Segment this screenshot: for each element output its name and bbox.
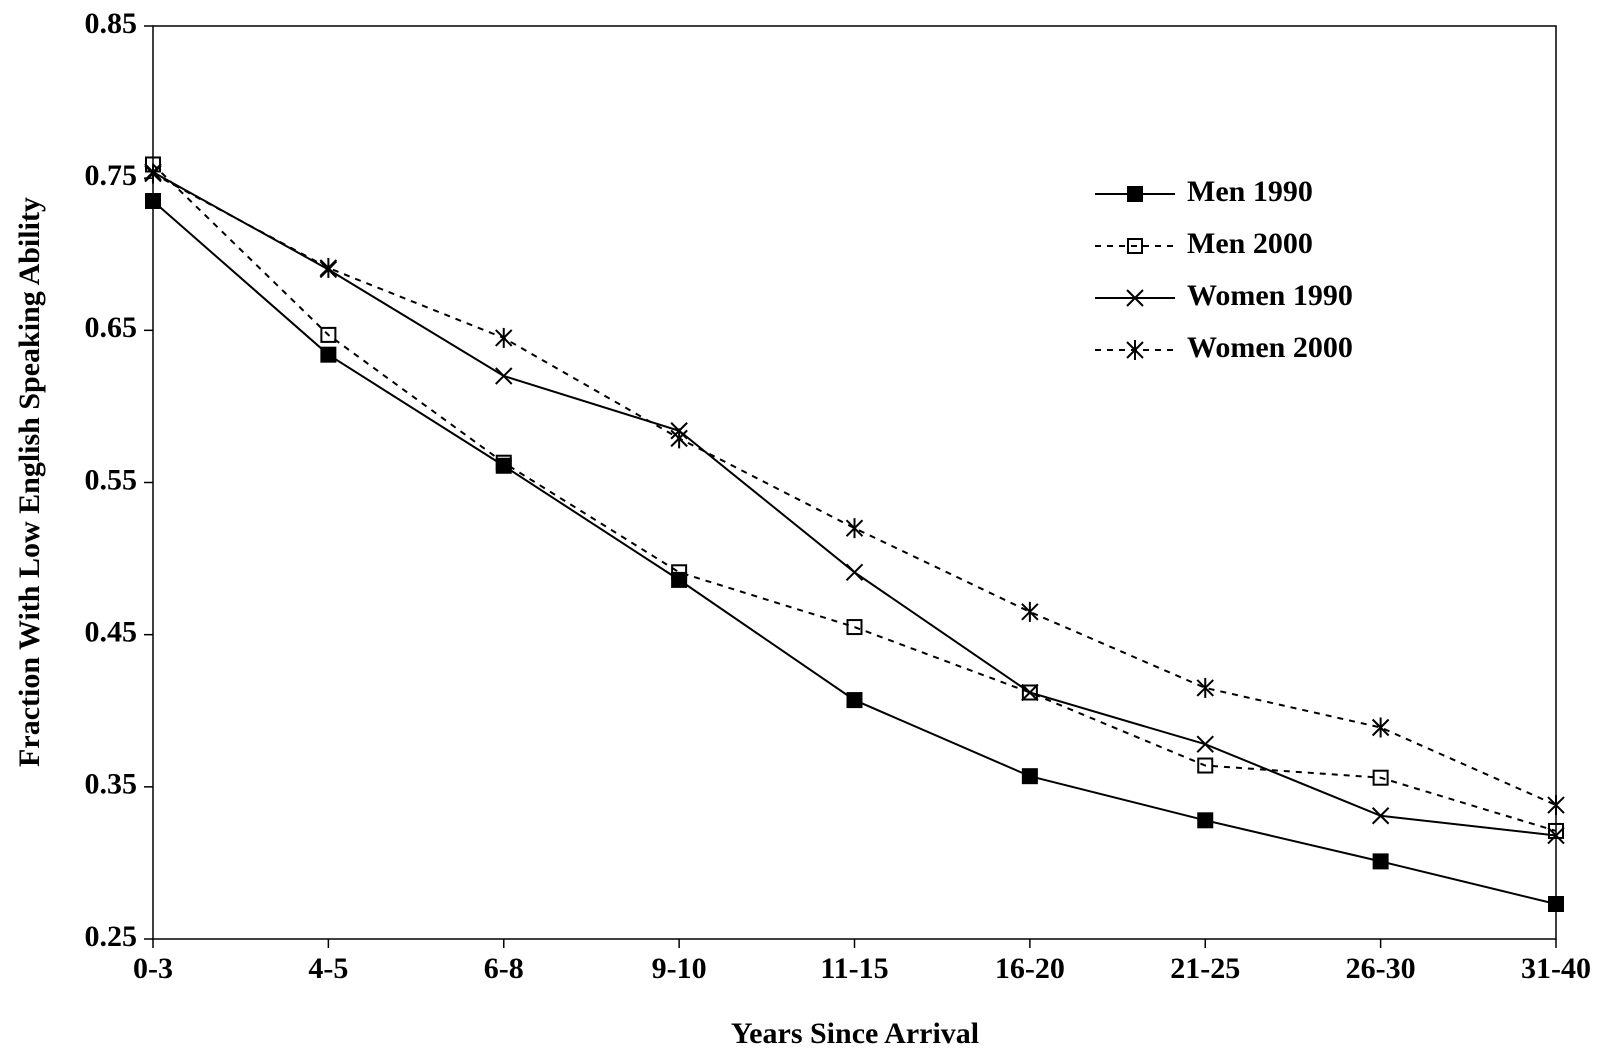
data-point	[845, 563, 864, 581]
legend-marker	[1126, 289, 1144, 307]
data-point	[495, 454, 512, 471]
data-point	[1021, 601, 1039, 622]
x-tick-label: 16-20	[995, 952, 1065, 985]
x-tick-label: 26-30	[1346, 952, 1416, 985]
marker-shape	[846, 692, 863, 709]
marker-shape	[320, 326, 337, 343]
series-line	[152, 163, 1557, 832]
data-point	[1021, 684, 1038, 701]
marker-shape	[495, 367, 513, 385]
x-tick-label: 4-5	[308, 952, 348, 985]
data-point	[846, 692, 863, 709]
marker-shape	[1372, 853, 1389, 870]
marker-shape	[495, 454, 512, 471]
data-point	[670, 428, 688, 449]
data-point	[1196, 735, 1214, 753]
marker-shape	[1127, 186, 1143, 202]
data-point	[1372, 769, 1389, 786]
data-point	[495, 457, 512, 474]
marker-shape	[1021, 683, 1039, 702]
data-point	[319, 257, 338, 278]
data-point	[1548, 822, 1564, 839]
y-tick-label: 0.85	[85, 7, 138, 40]
data-point	[1196, 677, 1214, 698]
data-point	[1547, 826, 1565, 845]
marker-shape	[671, 564, 688, 581]
marker-shape	[1547, 826, 1565, 845]
data-point	[1548, 896, 1564, 913]
x-tick-label: 0-3	[133, 952, 173, 985]
marker-shape	[846, 619, 863, 636]
marker-shape	[1372, 769, 1389, 786]
marker-shape	[145, 192, 161, 209]
x-tick-label: 31-40	[1521, 952, 1591, 985]
marker-shape	[495, 457, 512, 474]
data-point	[495, 327, 513, 348]
marker-shape	[845, 563, 864, 581]
data-point	[320, 326, 337, 343]
data-point	[1197, 812, 1214, 829]
y-axis-title: Fraction With Low English Speaking Abili…	[13, 197, 46, 767]
marker-shape	[1197, 757, 1214, 774]
data-point	[1021, 683, 1039, 702]
y-tick-label: 0.35	[85, 768, 138, 801]
y-tick-label: 0.75	[85, 159, 138, 192]
data-point	[845, 518, 864, 539]
x-tick-label: 6-8	[484, 952, 524, 985]
marker-shape	[1196, 735, 1214, 753]
x-tick-label: 21-25	[1170, 952, 1240, 985]
data-point	[1547, 795, 1565, 816]
x-axis-title: Years Since Arrival	[731, 1017, 979, 1050]
data-point	[1371, 717, 1390, 738]
marker-shape	[1021, 684, 1038, 701]
legend-label: Women 2000	[1187, 331, 1353, 364]
series-line	[152, 171, 1557, 837]
series-line	[152, 172, 1557, 807]
marker-shape	[1021, 768, 1038, 785]
marker-shape	[1127, 238, 1143, 254]
marker-shape	[1197, 812, 1214, 829]
marker-shape	[320, 346, 337, 363]
data-point	[1371, 807, 1390, 825]
legend-label: Men 2000	[1187, 227, 1313, 260]
x-tick-label: 11-15	[820, 952, 888, 985]
legend-marker	[1126, 340, 1144, 360]
data-point	[145, 192, 161, 209]
data-point	[495, 367, 513, 385]
data-point	[1021, 768, 1038, 785]
data-point	[1372, 853, 1389, 870]
y-tick-label: 0.25	[85, 920, 138, 953]
y-tick-label: 0.65	[85, 311, 138, 344]
data-point	[671, 564, 688, 581]
marker-shape	[1548, 822, 1564, 839]
y-tick-label: 0.55	[85, 463, 138, 496]
data-point	[144, 163, 162, 184]
marker-shape	[1126, 289, 1144, 307]
data-point	[846, 619, 863, 636]
legend-marker	[1127, 186, 1143, 202]
legend-marker	[1127, 238, 1143, 254]
data-point	[320, 346, 337, 363]
legend-label: Women 1990	[1187, 279, 1353, 312]
data-point	[1197, 757, 1214, 774]
marker-shape	[1548, 896, 1564, 913]
x-tick-label: 9-10	[652, 952, 707, 985]
y-tick-label: 0.45	[85, 616, 138, 649]
marker-shape	[1371, 807, 1390, 825]
legend-label: Men 1990	[1187, 175, 1313, 208]
